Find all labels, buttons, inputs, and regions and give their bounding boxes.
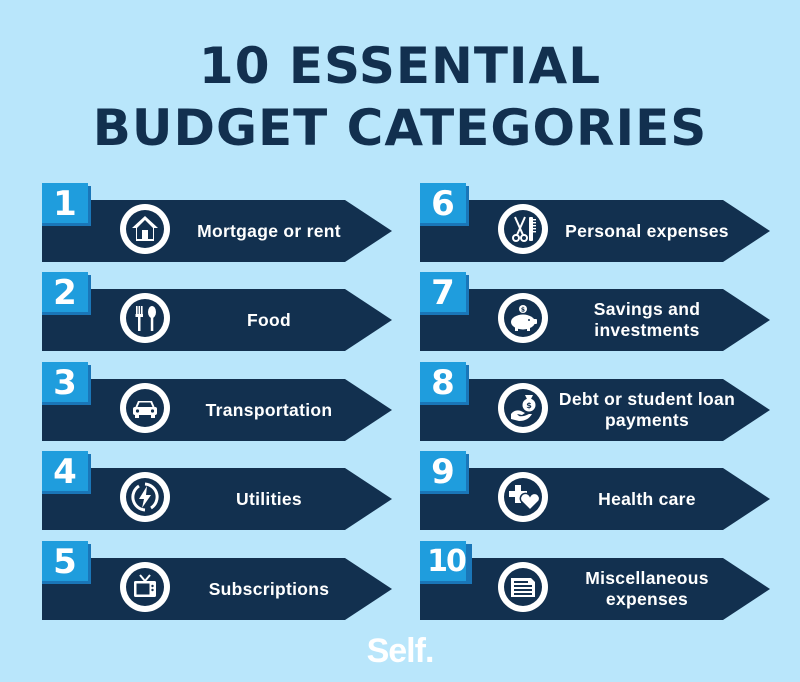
category-number: 5	[53, 542, 77, 582]
scissors-comb-icon	[498, 204, 548, 254]
category-label: Mortgage or rent	[197, 220, 341, 241]
category-item-4: 4 Utilities	[42, 451, 397, 531]
category-label: Personal expenses	[565, 220, 729, 241]
category-number: 3	[53, 363, 77, 403]
number-badge	[420, 362, 466, 402]
tv-icon	[120, 562, 170, 612]
number-badge	[42, 272, 88, 312]
category-label: Miscellaneous expenses	[585, 568, 709, 609]
number-badge	[42, 183, 88, 223]
number-badge	[420, 183, 466, 223]
arrow-banner	[420, 289, 770, 351]
number-badge	[420, 272, 466, 312]
number-badge	[42, 541, 88, 581]
category-number: 4	[53, 452, 77, 492]
page-title-line-2: BUDGET CATEGORIES	[92, 99, 708, 157]
category-label: Health care	[598, 488, 696, 509]
category-label: Savings and investments	[593, 299, 701, 340]
category-number: 8	[431, 363, 455, 403]
category-number: 2	[53, 273, 77, 313]
arrow-banner	[42, 468, 392, 530]
category-label: Subscriptions	[208, 578, 330, 599]
arrow-banner	[42, 289, 392, 351]
category-item-1: 1 Mortgage or rent	[42, 183, 397, 263]
category-label: Transportation	[205, 399, 333, 420]
car-icon	[120, 383, 170, 433]
category-item-9: 9 Health care	[420, 451, 775, 531]
fork-spoon-icon	[120, 293, 170, 343]
category-item-2: 2 Food	[42, 272, 397, 352]
page-title-line-1: 10 ESSENTIAL	[198, 37, 602, 95]
money-bag-hand-icon: $	[498, 383, 548, 433]
arrow-banner	[42, 558, 392, 620]
arrow-banner	[420, 379, 770, 441]
category-item-8: 8 $ Debt or student loan payments	[420, 362, 775, 442]
category-label: Debt or student loan payments	[558, 389, 736, 430]
logo-dot: .	[424, 632, 435, 670]
arrow-banner	[42, 200, 392, 262]
category-item-10: 10 Miscellaneous expenses	[420, 541, 775, 621]
svg-text:$: $	[521, 307, 525, 314]
category-label: Food	[247, 309, 291, 330]
document-icon	[498, 562, 548, 612]
category-number: 1	[53, 184, 77, 224]
category-number: 6	[431, 184, 455, 224]
arrow-banner	[42, 379, 392, 441]
logo-text: Self	[366, 632, 426, 670]
self-logo: Self.	[0, 632, 800, 671]
arrow-banner	[420, 558, 770, 620]
arrow-banner	[420, 468, 770, 530]
category-number: 9	[431, 452, 455, 492]
category-item-5: 5 Subscriptions	[42, 541, 397, 621]
category-number: 7	[431, 273, 455, 313]
number-badge	[420, 541, 466, 581]
cross-heart-icon	[498, 472, 548, 522]
category-number: 10	[427, 544, 467, 579]
number-badge	[42, 451, 88, 491]
category-item-3: 3 Transportation	[42, 362, 397, 442]
category-item-6: 6 Personal expenses	[420, 183, 775, 263]
svg-text:$: $	[526, 401, 532, 410]
piggy-bank-icon: $	[498, 293, 548, 343]
category-item-7: 7 $ Savings and investments	[420, 272, 775, 352]
number-badge	[42, 362, 88, 402]
house-icon	[120, 204, 170, 254]
lightning-icon	[120, 472, 170, 522]
arrow-banner	[420, 200, 770, 262]
category-label: Utilities	[236, 488, 302, 509]
number-badge	[420, 451, 466, 491]
